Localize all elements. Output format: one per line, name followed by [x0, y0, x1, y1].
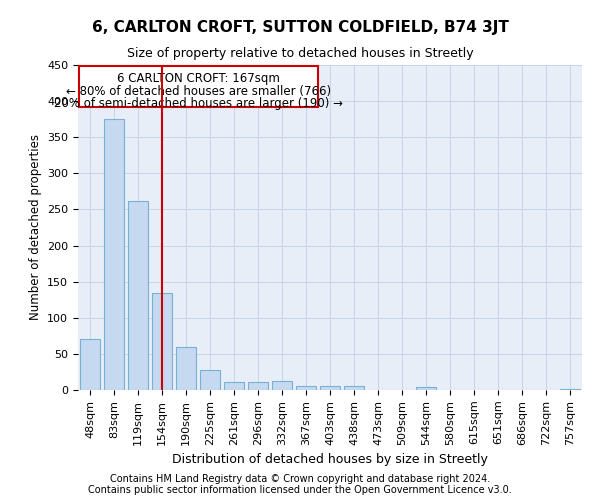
- Text: Size of property relative to detached houses in Streetly: Size of property relative to detached ho…: [127, 48, 473, 60]
- Bar: [224, 382, 244, 390]
- FancyBboxPatch shape: [79, 66, 318, 107]
- Bar: [320, 386, 340, 390]
- Bar: [152, 292, 172, 390]
- Bar: [416, 387, 436, 390]
- Bar: [80, 340, 100, 390]
- X-axis label: Distribution of detached houses by size in Streetly: Distribution of detached houses by size …: [172, 453, 488, 466]
- Y-axis label: Number of detached properties: Number of detached properties: [29, 134, 41, 320]
- Text: 6, CARLTON CROFT, SUTTON COLDFIELD, B74 3JT: 6, CARLTON CROFT, SUTTON COLDFIELD, B74 …: [92, 20, 508, 35]
- Text: Contains HM Land Registry data © Crown copyright and database right 2024.: Contains HM Land Registry data © Crown c…: [110, 474, 490, 484]
- Bar: [104, 119, 124, 390]
- Text: 20% of semi-detached houses are larger (190) →: 20% of semi-detached houses are larger (…: [54, 97, 343, 110]
- Bar: [344, 386, 364, 390]
- Text: Contains public sector information licensed under the Open Government Licence v3: Contains public sector information licen…: [88, 485, 512, 495]
- Bar: [248, 382, 268, 390]
- Text: ← 80% of detached houses are smaller (766): ← 80% of detached houses are smaller (76…: [66, 84, 331, 98]
- Bar: [560, 388, 580, 390]
- Bar: [272, 380, 292, 390]
- Text: 6 CARLTON CROFT: 167sqm: 6 CARLTON CROFT: 167sqm: [117, 72, 280, 85]
- Bar: [296, 386, 316, 390]
- Bar: [128, 201, 148, 390]
- Bar: [176, 346, 196, 390]
- Bar: [200, 370, 220, 390]
